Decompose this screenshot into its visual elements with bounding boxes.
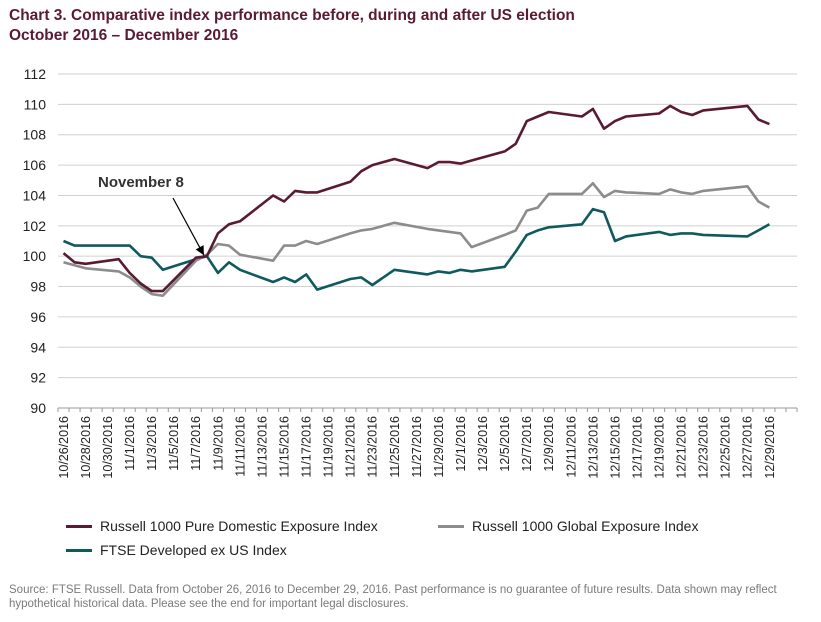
- x-tick-label-11-15-2016: 11/15/2016: [277, 416, 291, 478]
- chart-title: Chart 3. Comparative index performance b…: [9, 6, 575, 46]
- chart-title-line-2: October 2016 – December 2016: [9, 27, 239, 44]
- annotation-arrow-line: [172, 197, 205, 256]
- x-tick-label-12-7-2016: 12/7/2016: [520, 416, 534, 472]
- y-tick-label-110: 110: [24, 96, 47, 112]
- x-tick-label-11-19-2016: 11/19/2016: [322, 416, 336, 478]
- x-tick-label-11-5-2016: 11/5/2016: [167, 416, 181, 471]
- source-note: Source: FTSE Russell. Data from October …: [9, 584, 777, 610]
- legend-label-global: Russell 1000 Global Exposure Index: [472, 518, 699, 534]
- legend-label-pure-domestic: Russell 1000 Pure Domestic Exposure Inde…: [100, 518, 378, 534]
- x-tick-label-11-27-2016: 11/27/2016: [410, 416, 424, 478]
- series-line-global: [63, 182, 771, 298]
- y-tick-label-108: 108: [23, 127, 47, 143]
- chart-title-line-1: Chart 3. Comparative index performance b…: [9, 7, 575, 24]
- x-tick-label-10-28-2016: 10/28/2016: [79, 416, 93, 479]
- x-tick-label-12-19-2016: 12/19/2016: [653, 416, 667, 479]
- x-tick-label-12-25-2016: 12/25/2016: [719, 416, 733, 479]
- y-tick-label-96: 96: [30, 309, 46, 325]
- x-axis: [57, 407, 798, 412]
- x-tick-label-12-3-2016: 12/3/2016: [476, 416, 490, 472]
- line-chart: 90 92 94 96 98 100 102 104 106 108 110 112 10/26/20…: [23, 66, 798, 479]
- legend-swatch-ftse-developed: [66, 548, 92, 552]
- x-tick-label-12-27-2016: 12/27/2016: [741, 416, 755, 479]
- gridlines: [58, 73, 797, 409]
- y-tick-label-90: 90: [30, 400, 46, 416]
- series-line-pure-domestic: [62, 104, 770, 293]
- annotation: November 8: [98, 174, 205, 256]
- legend-item-ftse-developed: FTSE Developed ex US Index: [66, 542, 287, 558]
- x-tick-label-10-26-2016: 10/26/2016: [57, 416, 71, 479]
- annotation-arrow-head: [195, 245, 204, 256]
- x-tick-label-11-23-2016: 11/23/2016: [366, 416, 380, 478]
- y-tick-label-92: 92: [30, 370, 46, 386]
- x-tick-label-11-29-2016: 11/29/2016: [432, 416, 446, 478]
- x-tick-label-12-11-2016: 12/11/2016: [564, 416, 578, 478]
- x-tick-label-11-9-2016: 11/9/2016: [211, 416, 225, 471]
- legend-swatch-pure-domestic: [66, 524, 92, 528]
- annotation-label: November 8: [98, 174, 184, 191]
- x-tick-label-12-23-2016: 12/23/2016: [697, 416, 711, 479]
- x-tick-label-11-11-2016: 11/11/2016: [233, 416, 247, 477]
- x-tick-label-11-1-2016: 11/1/2016: [123, 416, 137, 471]
- y-tick-label-98: 98: [30, 279, 46, 295]
- series-line-ftse-developed: [62, 207, 771, 291]
- y-axis-ticks: 90 92 94 96 98 100 102 104 106 108 110 112: [23, 66, 47, 416]
- x-tick-label-12-15-2016: 12/15/2016: [608, 416, 622, 479]
- x-tick-label-11-21-2016: 11/21/2016: [344, 416, 358, 478]
- legend-label-ftse-developed: FTSE Developed ex US Index: [100, 542, 287, 558]
- x-tick-label-12-9-2016: 12/9/2016: [542, 416, 556, 472]
- x-tick-label-12-29-2016: 12/29/2016: [763, 416, 777, 479]
- legend-item-global: Russell 1000 Global Exposure Index: [438, 518, 698, 534]
- x-tick-label-12-1-2016: 12/1/2016: [454, 416, 468, 472]
- y-tick-label-104: 104: [23, 187, 47, 203]
- x-tick-label-12-17-2016: 12/17/2016: [630, 416, 644, 479]
- series-lines: [62, 104, 771, 298]
- x-tick-label-12-13-2016: 12/13/2016: [586, 416, 600, 479]
- x-tick-label-10-30-2016: 10/30/2016: [101, 416, 115, 479]
- x-tick-label-12-21-2016: 12/21/2016: [675, 416, 689, 479]
- y-tick-label-112: 112: [24, 66, 47, 82]
- legend-item-pure-domestic: Russell 1000 Pure Domestic Exposure Inde…: [66, 518, 378, 534]
- x-tick-label-11-13-2016: 11/13/2016: [255, 416, 269, 478]
- x-tick-label-12-5-2016: 12/5/2016: [498, 416, 512, 472]
- y-tick-label-102: 102: [23, 218, 47, 234]
- y-tick-label-106: 106: [23, 157, 47, 173]
- x-tick-label-11-17-2016: 11/17/2016: [300, 416, 314, 478]
- x-tick-label-11-3-2016: 11/3/2016: [145, 416, 159, 471]
- y-tick-label-100: 100: [23, 248, 47, 264]
- y-tick-label-94: 94: [30, 339, 46, 355]
- x-tick-label-11-25-2016: 11/25/2016: [388, 416, 402, 478]
- x-axis-ticks: 10/26/2016 10/28/2016 10/30/2016 11/1/2016 1…: [57, 416, 777, 479]
- legend-swatch-global: [438, 524, 464, 528]
- x-tick-label-11-7-2016: 11/7/2016: [189, 416, 203, 471]
